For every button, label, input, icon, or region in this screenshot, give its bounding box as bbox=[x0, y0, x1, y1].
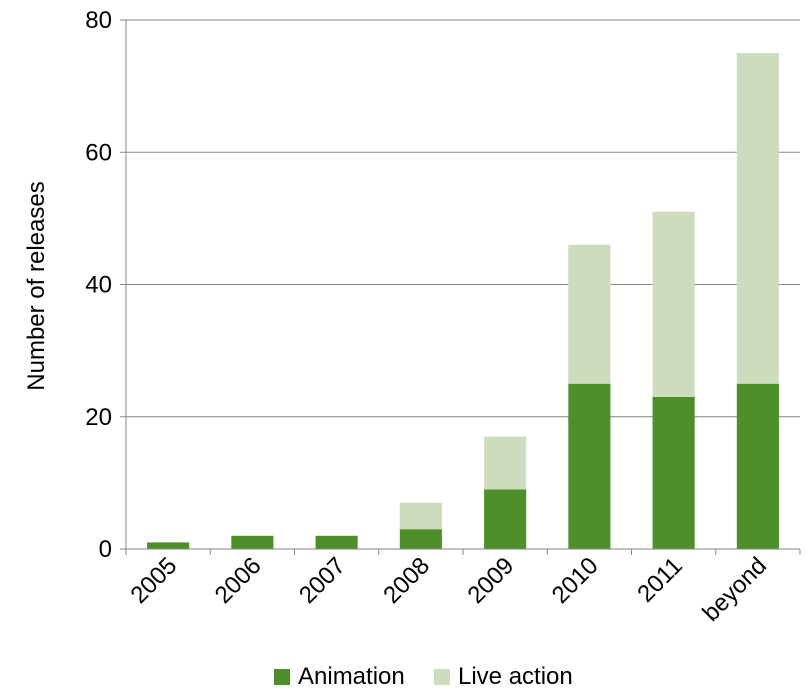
bar-live-action-2010 bbox=[568, 244, 611, 384]
bar-animation-2010 bbox=[568, 383, 611, 549]
x-tick-label: 2010 bbox=[547, 552, 604, 609]
bar-live-action-2009 bbox=[484, 436, 527, 490]
bar-animation-2005 bbox=[147, 542, 190, 549]
bar-animation-beyond bbox=[736, 383, 779, 549]
y-tick-labels: 0 20 40 60 80 bbox=[85, 7, 112, 563]
legend-swatch-live-action bbox=[434, 669, 450, 685]
bar-live-action-beyond bbox=[736, 53, 779, 384]
y-tick-label: 60 bbox=[85, 139, 112, 166]
bar-animation-2009 bbox=[484, 489, 527, 549]
x-tick-label: 2011 bbox=[632, 552, 688, 608]
x-tick-label: beyond bbox=[697, 552, 772, 627]
x-tick-label: 2008 bbox=[378, 552, 435, 609]
bar-animation-2006 bbox=[231, 535, 274, 549]
legend-swatch-animation bbox=[274, 669, 290, 685]
bar-live-action-2008 bbox=[399, 502, 442, 530]
y-tick-label: 20 bbox=[85, 404, 112, 431]
x-tick-label: 2005 bbox=[126, 552, 183, 609]
gridlines bbox=[120, 19, 800, 550]
x-tick-label: 2009 bbox=[463, 552, 520, 609]
y-tick-label: 80 bbox=[85, 7, 112, 34]
bar-animation-2007 bbox=[315, 535, 358, 549]
y-tick-label: 40 bbox=[85, 272, 112, 299]
legend: Animation Live action bbox=[274, 663, 573, 690]
bar-animation-2011 bbox=[652, 396, 695, 549]
bars bbox=[147, 53, 779, 549]
y-tick-label: 0 bbox=[99, 536, 112, 563]
axes bbox=[125, 20, 801, 555]
y-axis-title: Number of releases bbox=[23, 181, 50, 390]
legend-label: Live action bbox=[458, 663, 573, 690]
x-tick-label: 2006 bbox=[210, 552, 267, 609]
x-tick-label: 2007 bbox=[294, 552, 351, 609]
legend-label: Animation bbox=[298, 663, 405, 690]
bar-animation-2008 bbox=[399, 529, 442, 549]
x-tick-labels: 2005 2006 2007 2008 2009 2010 2011 beyond bbox=[126, 552, 773, 627]
bar-live-action-2011 bbox=[652, 211, 695, 397]
